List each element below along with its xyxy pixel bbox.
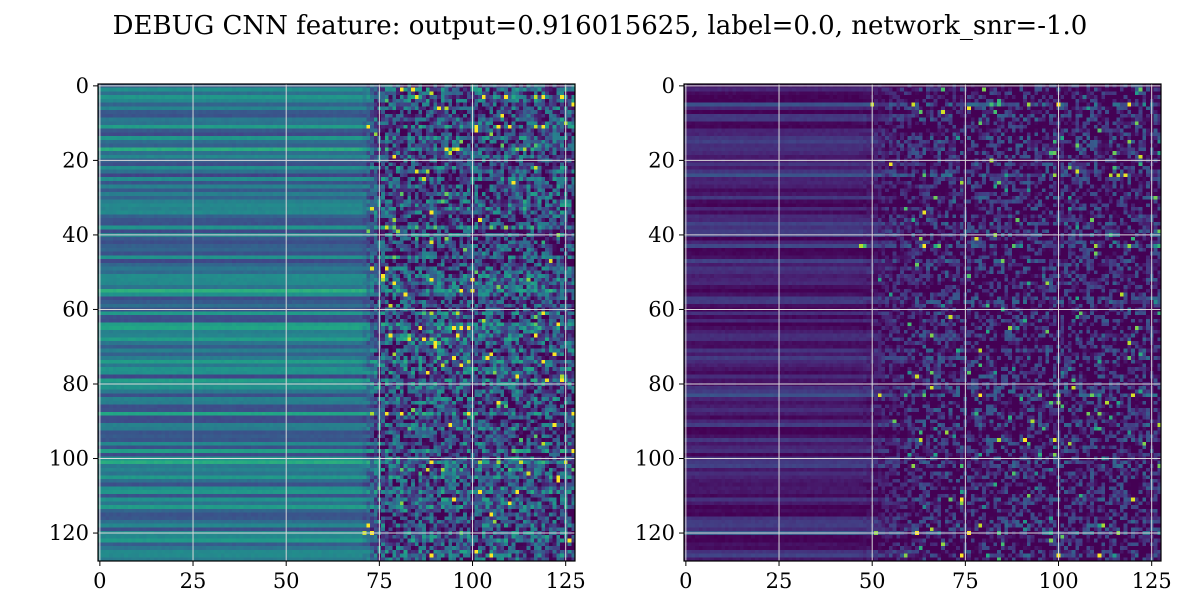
x-tick-label: 0 <box>93 569 106 593</box>
y-tick-label: 0 <box>662 74 675 98</box>
x-tick-label: 75 <box>952 569 979 593</box>
x-tick-label: 0 <box>679 569 692 593</box>
y-tick-label: 40 <box>62 223 89 247</box>
y-tick-label: 100 <box>635 447 675 471</box>
y-tick-label: 120 <box>49 521 89 545</box>
y-tick-label: 20 <box>648 148 675 172</box>
right-heatmap-panel: 0 25 50 75 100 125 0 20 40 60 80 100 120 <box>635 74 1172 593</box>
x-tick-label: 25 <box>180 569 207 593</box>
left-heatmap-cells <box>98 84 575 561</box>
x-tick-label: 50 <box>273 569 300 593</box>
y-tick-label: 20 <box>62 148 89 172</box>
x-tick-label: 100 <box>1038 569 1078 593</box>
left-heatmap-panel: 0 25 50 75 100 125 0 20 40 60 80 100 120 <box>49 74 586 593</box>
x-tick-label: 125 <box>1132 569 1172 593</box>
right-x-ticks: 0 25 50 75 100 125 <box>679 561 1172 593</box>
x-tick-label: 100 <box>452 569 492 593</box>
right-heatmap-cells <box>684 84 1161 561</box>
left-gridlines <box>98 84 575 561</box>
y-tick-label: 120 <box>635 521 675 545</box>
y-tick-label: 100 <box>49 447 89 471</box>
right-gridlines <box>684 84 1161 561</box>
y-tick-label: 80 <box>648 372 675 396</box>
left-axes-frame <box>97 83 576 562</box>
right-axes-frame <box>683 83 1162 562</box>
x-tick-label: 75 <box>366 569 393 593</box>
left-x-ticks: 0 25 50 75 100 125 <box>93 561 586 593</box>
x-tick-label: 25 <box>766 569 793 593</box>
right-y-ticks: 0 20 40 60 80 100 120 <box>635 74 684 545</box>
x-tick-label: 125 <box>546 569 586 593</box>
y-tick-label: 60 <box>62 297 89 321</box>
x-tick-label: 50 <box>859 569 886 593</box>
y-tick-label: 0 <box>76 74 89 98</box>
figure-title: DEBUG CNN feature: output=0.916015625, l… <box>113 11 1088 41</box>
y-tick-label: 80 <box>62 372 89 396</box>
left-y-ticks: 0 20 40 60 80 100 120 <box>49 74 98 545</box>
y-tick-label: 40 <box>648 223 675 247</box>
y-tick-label: 60 <box>648 297 675 321</box>
